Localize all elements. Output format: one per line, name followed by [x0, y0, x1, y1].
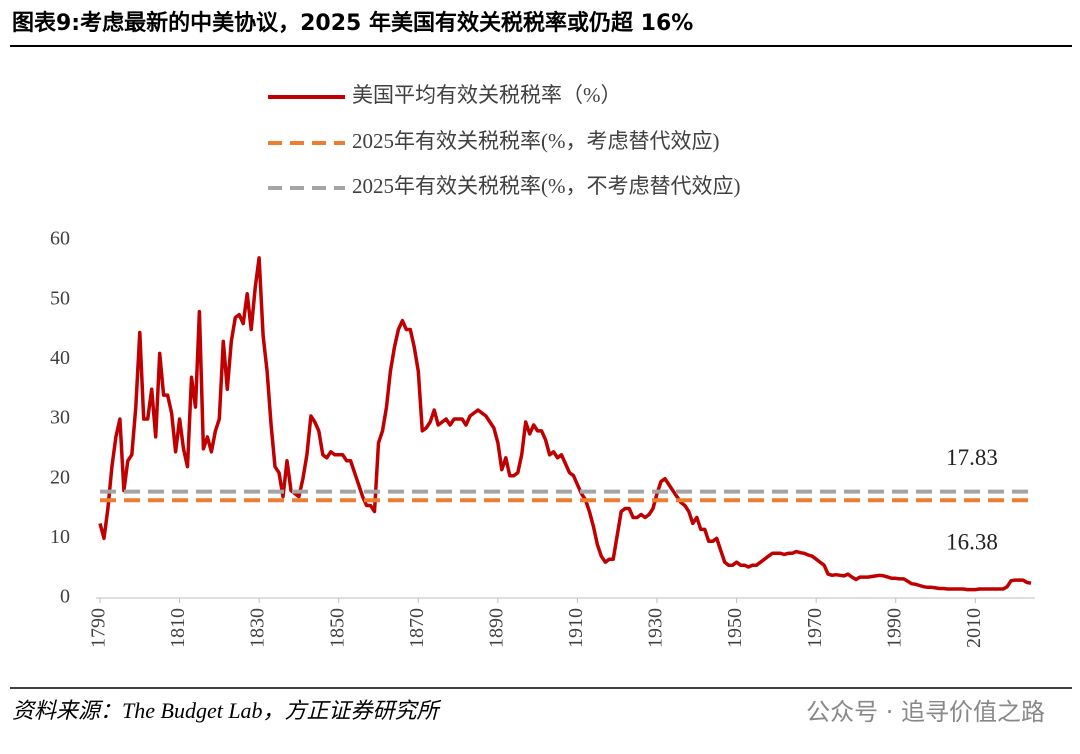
- x-tick-label: 1970: [804, 608, 826, 648]
- series-line: [98, 256, 1032, 592]
- y-tick-label: 20: [50, 466, 70, 488]
- x-tick-label: 1810: [167, 608, 189, 648]
- y-tick-label: 0: [60, 586, 70, 608]
- source: 资料来源：The Budget Lab，方正证券研究所: [12, 698, 442, 723]
- legend-label: 2025年有效关税税率(%，考虑替代效应): [352, 129, 719, 153]
- y-tick-label: 60: [50, 228, 70, 250]
- x-tick-label: 1890: [485, 608, 507, 648]
- x-tick-label: 1990: [883, 608, 905, 648]
- x-tick-label: 1830: [247, 608, 269, 648]
- data-label: 17.83: [946, 445, 998, 470]
- x-tick-label: 2010: [963, 608, 985, 648]
- legend-label: 美国平均有效关税税率（%）: [352, 83, 622, 107]
- y-tick-label: 40: [50, 347, 70, 369]
- watermark: 公众号 · 追寻价值之路: [806, 698, 1045, 726]
- x-tick-label: 1930: [645, 608, 667, 648]
- x-tick-label: 1850: [326, 608, 348, 648]
- y-tick-label: 10: [50, 526, 70, 548]
- y-tick-label: 30: [50, 407, 70, 429]
- x-tick-label: 1910: [565, 608, 587, 648]
- x-tick-label: 1870: [406, 608, 428, 648]
- x-tick-label: 1790: [88, 608, 110, 648]
- x-tick-label: 1950: [724, 608, 746, 648]
- y-tick-label: 50: [50, 287, 70, 309]
- legend-label: 2025年有效关税税率(%，不考虑替代效应): [352, 174, 740, 198]
- data-label: 16.38: [946, 530, 998, 555]
- chart-title: 图表9:考虑最新的中美协议，2025 年美国有效关税税率或仍超 16%: [12, 10, 693, 36]
